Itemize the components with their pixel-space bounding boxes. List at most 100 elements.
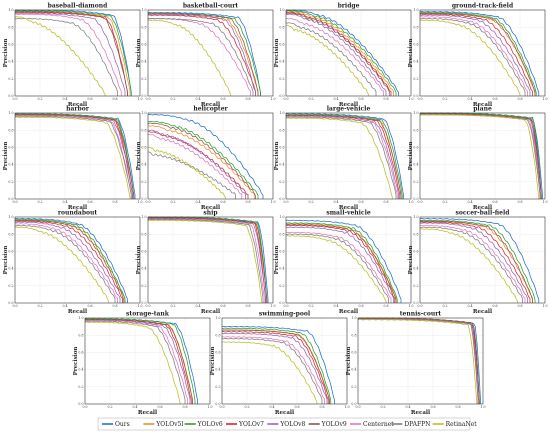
y-tick-label: 0.2	[351, 385, 356, 389]
panel-title: storage-tank	[126, 311, 170, 318]
x-tick-label: 1.0	[137, 97, 142, 101]
plot-frame	[419, 112, 546, 200]
plot-frame	[221, 317, 348, 405]
x-tick-label: 1.0	[137, 304, 142, 308]
y-axis-label: Precision	[136, 39, 142, 68]
pr-curve-YOLOv8	[147, 129, 246, 199]
y-tick-label: 0.4	[8, 267, 13, 271]
pr-curve-RetinaNet	[221, 341, 318, 404]
pr-curve-Centernet	[419, 224, 526, 303]
y-tick-label: 0.0	[141, 94, 146, 98]
x-tick-label: 0.0	[417, 304, 422, 308]
x-tick-label: 1.0	[542, 200, 547, 204]
x-tick-label: 0.6	[358, 200, 363, 204]
x-axis-label: Recall	[138, 410, 157, 416]
y-tick-label: 0.6	[141, 250, 146, 254]
x-axis-label: Recall	[201, 205, 220, 211]
x-tick-label: 0.8	[112, 97, 117, 101]
panel-title: helicopter	[193, 106, 228, 113]
y-tick-label: 0.6	[413, 250, 418, 254]
y-tick-label: 0.0	[8, 301, 13, 305]
y-tick-label: 0.0	[279, 94, 284, 98]
pr-curve-RetinaNet	[285, 235, 387, 303]
x-tick-label: 0.6	[87, 304, 92, 308]
plot-area	[148, 217, 273, 303]
x-tick-label: 0.8	[182, 405, 187, 409]
legend-label: Centernet	[363, 421, 394, 428]
y-tick-label: 0.8	[141, 232, 146, 236]
y-tick-label: 0.2	[8, 180, 13, 184]
pr-curve-RetinaNet	[419, 19, 521, 96]
y-axis-label: Precision	[3, 142, 9, 171]
x-tick-label: 0.2	[37, 304, 42, 308]
x-tick-label: 0.2	[37, 200, 42, 204]
panel-title: baseball-diamond	[48, 3, 108, 10]
x-tick-label: 0.4	[62, 200, 67, 204]
y-tick-label: 0.2	[279, 77, 284, 81]
y-tick-label: 0.6	[141, 146, 146, 150]
pr-curve-RetinaNet	[14, 16, 106, 96]
x-axis-label: Recall	[473, 309, 492, 315]
pr-curve-YOLOv6	[84, 318, 196, 404]
x-axis-label: Recall	[201, 309, 220, 315]
pr-curve-DPAFPN	[84, 320, 186, 404]
x-tick-label: 0.8	[383, 97, 388, 101]
plot-frame	[285, 9, 412, 97]
y-tick-label: 0.6	[413, 146, 418, 150]
y-tick-label: 0.8	[279, 128, 284, 132]
pr-curve-DPAFPN	[14, 224, 116, 303]
pr-curve-YOLOv6	[285, 222, 398, 303]
pr-curve-YOLOv6	[285, 10, 397, 96]
y-axis-label: Precision	[3, 39, 9, 68]
x-tick-label: 0.4	[405, 405, 410, 409]
pr-curve-RetinaNet	[147, 146, 226, 199]
panel-title: plane	[473, 106, 492, 113]
y-tick-label: 0.4	[413, 163, 418, 167]
panel-title: swimming-pool	[259, 311, 311, 318]
y-axis-label: Precision	[408, 39, 414, 68]
x-tick-label: 0.4	[62, 304, 67, 308]
pr-curve-YOLOv9	[147, 217, 268, 303]
x-tick-label: 1.0	[344, 405, 349, 409]
y-tick-label: 0.8	[78, 333, 83, 337]
panel-title: bridge	[338, 3, 360, 10]
pr-curve-YOLOv9	[84, 319, 193, 404]
legend-label: YOLOv5l	[155, 421, 183, 428]
x-tick-label: 1.0	[542, 97, 547, 101]
plot-frame	[84, 317, 211, 405]
y-tick-label: 0.6	[8, 43, 13, 47]
panel-roundabout: 0.00.00.20.20.40.40.60.60.80.81.01.0roun…	[3, 210, 143, 316]
panels-group: 0.0 0.0 0.2 0.2 0.4 0.4 0.6 0.6 0.8 0.8 1.0 1.0 base…	[3, 3, 548, 417]
x-tick-label: 0.6	[492, 200, 497, 204]
y-tick-label: 0.2	[215, 385, 220, 389]
y-tick-label: 0.2	[279, 284, 284, 288]
x-axis-label: Recall	[68, 102, 87, 108]
y-axis-label: Precision	[274, 142, 280, 171]
x-tick-label: 1.0	[542, 304, 547, 308]
panel-title: tennis-court	[400, 311, 442, 318]
plot-area	[420, 10, 545, 96]
x-tick-label: 0.4	[333, 97, 338, 101]
y-tick-label: 0.0	[279, 197, 284, 201]
plot-frame	[419, 216, 546, 304]
y-tick-label: 0.6	[78, 351, 83, 355]
pr-curve-DPAFPN	[221, 337, 323, 404]
panel-helicopter: 0.00.0 0.2 0.2 0.4 0.4 0.6 0.6 0.8 0.8 1.0 1.0 heli…	[136, 106, 276, 212]
pr-curve-DPAFPN	[285, 233, 389, 303]
panel-title: roundabout	[58, 210, 98, 217]
y-tick-label: 0.4	[78, 368, 83, 372]
x-tick-label: 0.0	[82, 405, 87, 409]
plot-frame	[14, 9, 141, 97]
pr-curve-YOLOv6	[14, 218, 126, 303]
x-tick-label: 0.8	[112, 304, 117, 308]
pr-curve-YOLOv7	[147, 14, 256, 96]
y-tick-label: 0.8	[413, 128, 418, 132]
y-tick-label: 0.4	[8, 60, 13, 64]
y-tick-label: 0.8	[351, 333, 356, 337]
pr-curve-YOLOv5l	[285, 11, 394, 96]
y-tick-label: 1.0	[413, 215, 418, 219]
y-tick-label: 0.2	[8, 77, 13, 81]
pr-curve-RetinaNet	[147, 19, 231, 96]
panel-ground-track-field: 0.00.0 0.2 0.2 0.4 0.4 0.6 0.6 0.8 0.8 1.0 1.0 grou…	[408, 3, 548, 109]
x-tick-label: 0.4	[467, 200, 472, 204]
